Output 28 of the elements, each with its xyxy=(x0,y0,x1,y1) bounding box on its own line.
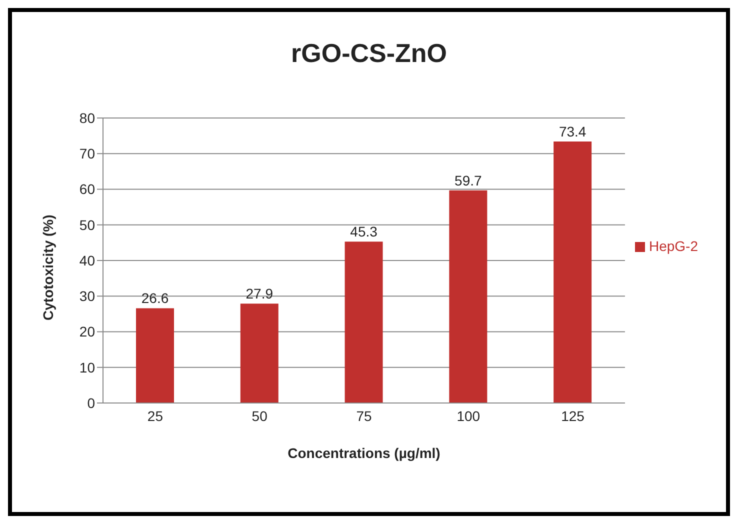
data-label: 26.6 xyxy=(141,290,169,306)
x-tick-label: 50 xyxy=(252,408,268,424)
x-tick-label: 25 xyxy=(147,408,164,424)
y-tick-label: 70 xyxy=(79,146,96,162)
y-axis-title: Cytotoxicity (%) xyxy=(40,214,56,320)
bar xyxy=(136,308,174,403)
bar xyxy=(449,190,488,403)
y-tick-label: 80 xyxy=(79,110,96,126)
y-tick-label: 30 xyxy=(79,288,96,304)
data-label: 59.7 xyxy=(454,172,482,188)
data-label: 73.4 xyxy=(558,124,586,140)
legend-label: HepG-2 xyxy=(648,238,698,254)
x-axis-title: Concentrations (µg/ml) xyxy=(288,445,440,461)
y-tick-label: 20 xyxy=(79,324,96,340)
bar xyxy=(554,142,592,403)
bar xyxy=(240,304,278,403)
y-tick-label: 50 xyxy=(79,216,96,233)
y-tick-label: 0 xyxy=(87,394,96,411)
x-tick-label: 75 xyxy=(356,408,372,424)
data-label: 45.3 xyxy=(350,224,378,240)
x-tick-label: 100 xyxy=(456,408,480,424)
y-tick-label: 40 xyxy=(79,252,96,268)
y-tick-label: 10 xyxy=(79,359,96,376)
chart-title: rGO-CS-ZnO xyxy=(290,38,448,69)
data-label: 27.9 xyxy=(246,286,274,302)
x-tick-label: 125 xyxy=(561,408,585,424)
bar xyxy=(344,242,383,403)
y-tick-label: 60 xyxy=(79,181,96,198)
